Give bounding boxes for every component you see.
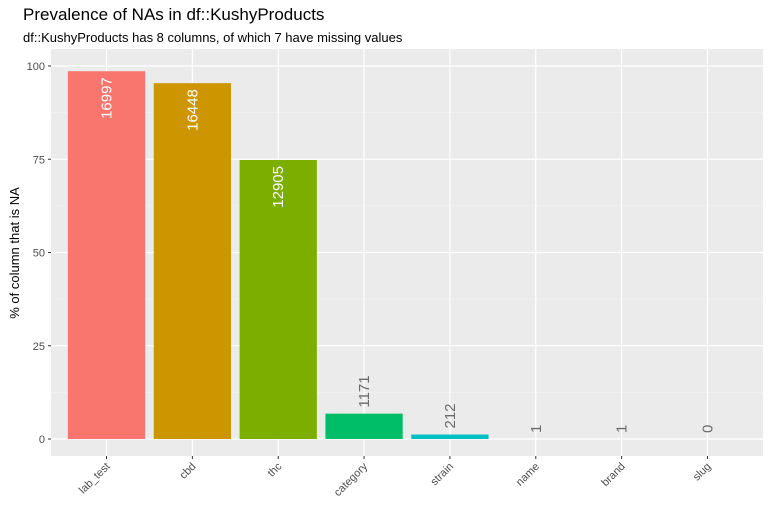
- y-axis-title: % of column that is NA: [7, 187, 22, 319]
- data-label: 16448: [184, 89, 201, 131]
- bar-category: [325, 413, 403, 439]
- bar-strain: [411, 434, 489, 439]
- data-labels: 16997 16448 12905 1171 212 1 1 0: [99, 77, 717, 433]
- chart-subtitle: df::KushyProducts has 8 columns, of whic…: [23, 30, 403, 45]
- y-tick-label: 0: [39, 434, 45, 446]
- chart-title: Prevalence of NAs in df::KushyProducts: [23, 5, 325, 24]
- x-tick-label: brand: [599, 461, 627, 489]
- x-tick-label: category: [332, 460, 371, 499]
- bar-thc: [239, 159, 317, 439]
- x-tick-label: strain: [429, 461, 457, 489]
- bar-lab-test: [67, 71, 146, 440]
- data-label: 1: [528, 425, 545, 433]
- data-label: 16997: [99, 77, 116, 119]
- y-tick-label: 100: [27, 61, 45, 73]
- x-tick-label: name: [514, 461, 542, 489]
- data-label: 1: [614, 425, 631, 433]
- data-label: 212: [442, 403, 459, 428]
- x-tick-label: thc: [265, 460, 284, 479]
- x-tick-label: lab_test: [77, 461, 113, 497]
- bar-cbd: [153, 83, 232, 440]
- x-tick-label: cbd: [177, 461, 198, 482]
- y-tick-label: 75: [33, 154, 45, 166]
- data-label: 12905: [270, 166, 287, 208]
- bars: [67, 71, 489, 440]
- y-axis: 0 25 50 75 100: [27, 61, 51, 446]
- x-tick-label: slug: [691, 461, 714, 484]
- data-label: 1171: [356, 375, 373, 407]
- y-tick-label: 25: [33, 341, 45, 353]
- y-tick-label: 50: [33, 248, 45, 260]
- data-label: 0: [699, 425, 716, 433]
- x-axis: lab_test cbd thc category strain name brand slu…: [77, 456, 714, 499]
